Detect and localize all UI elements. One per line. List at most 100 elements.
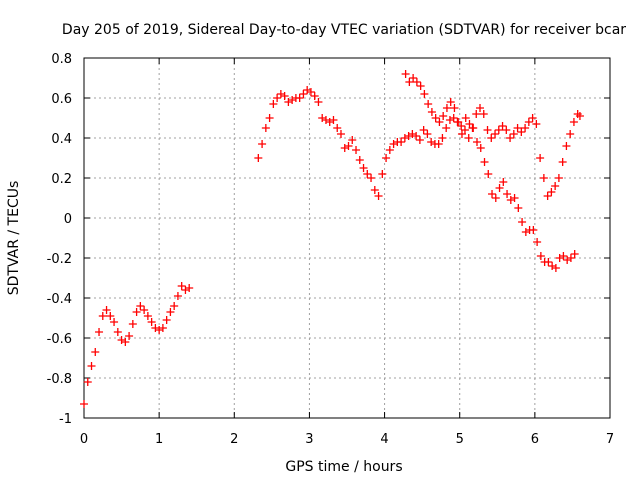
chart-title: Day 205 of 2019, Sidereal Day-to-day VTE… (62, 22, 626, 38)
data-point (547, 188, 556, 196)
data-point (533, 238, 542, 246)
data-point (102, 306, 111, 314)
data-point (318, 114, 327, 122)
data-point (461, 114, 470, 122)
data-point (479, 110, 488, 118)
x-tick-label: 2 (230, 432, 238, 447)
data-point (495, 184, 504, 192)
data-point (80, 400, 88, 408)
data-point (469, 124, 478, 132)
data-point (569, 118, 578, 126)
data-point (306, 88, 315, 96)
data-point (427, 108, 436, 116)
data-point (325, 118, 334, 126)
data-point (370, 186, 379, 194)
data-point (575, 112, 584, 120)
data-point (491, 130, 500, 138)
x-tick-label: 7 (606, 432, 614, 447)
data-point (303, 86, 312, 94)
data-point (128, 320, 137, 328)
data-point (445, 116, 454, 124)
data-point (480, 158, 489, 166)
data-point (539, 174, 548, 182)
y-tick-label: -0.4 (47, 292, 72, 307)
data-point (132, 308, 141, 316)
y-tick-label: 0.8 (51, 52, 72, 67)
x-tick-label: 4 (380, 432, 388, 447)
data-point (472, 138, 481, 146)
data-point (487, 134, 496, 142)
tick-labels: 0 1 2 3 4 5 6 7 -1 -0.8 -0.6 -0.4 -0.2 0 0.2 0.4 0.6 0.8 (47, 52, 615, 447)
data-point (295, 94, 304, 102)
data-point (106, 312, 115, 320)
data-point (340, 144, 349, 152)
data-point (419, 126, 428, 134)
data-point (513, 124, 522, 132)
data-point (506, 196, 515, 204)
data-point (457, 130, 466, 138)
data-point (173, 292, 182, 300)
data-point (348, 136, 357, 144)
data-point (254, 154, 263, 162)
data-point (514, 204, 523, 212)
data-point (528, 114, 537, 122)
data-point (454, 118, 463, 126)
data-point (465, 120, 474, 128)
data-point (158, 324, 167, 332)
data-point (450, 104, 459, 112)
data-point (570, 250, 579, 258)
data-point (401, 70, 410, 78)
data-point (563, 256, 572, 264)
data-point (566, 130, 575, 138)
y-tick-label: -0.8 (47, 372, 72, 387)
data-point (554, 174, 563, 182)
data-point (155, 326, 164, 334)
data-point (389, 140, 398, 148)
data-point (559, 252, 568, 260)
data-point (336, 130, 345, 138)
data-point (408, 130, 417, 138)
data-point (162, 316, 171, 324)
data-point (412, 78, 421, 86)
data-point (333, 124, 342, 132)
data-point (548, 262, 557, 270)
series-segment-3 (401, 70, 579, 272)
data-point (269, 100, 278, 108)
data-point (151, 324, 160, 332)
data-point (442, 124, 451, 132)
data-point (374, 192, 383, 200)
data-point (464, 134, 473, 142)
x-tick-label: 1 (155, 432, 163, 447)
data-point (359, 164, 368, 172)
plot-frame (83, 57, 611, 419)
data-point (405, 78, 414, 86)
data-point (521, 228, 530, 236)
data-point (404, 132, 413, 140)
data-point (524, 118, 533, 126)
data-point (484, 170, 493, 178)
data-point (502, 126, 511, 134)
data-point (87, 362, 96, 370)
data-point (412, 132, 421, 140)
y-axis-label: SDTVAR / TECUs (6, 181, 22, 296)
x-axis-label: GPS time / hours (285, 459, 402, 475)
data-point (434, 140, 443, 148)
data-point (83, 378, 92, 386)
data-point (258, 140, 267, 148)
data-point (166, 308, 175, 316)
data-point (476, 144, 485, 152)
data-point (136, 302, 145, 310)
data-point (551, 264, 560, 272)
y-tick-label: -0.2 (47, 252, 72, 267)
data-point (449, 114, 458, 122)
data-point (98, 312, 107, 320)
data-point (543, 192, 552, 200)
data-point (503, 190, 512, 198)
data-point (400, 134, 409, 142)
data-point (95, 328, 104, 336)
y-tick-label: -0.6 (47, 332, 72, 347)
data-point (529, 226, 538, 234)
data-point (488, 190, 497, 198)
